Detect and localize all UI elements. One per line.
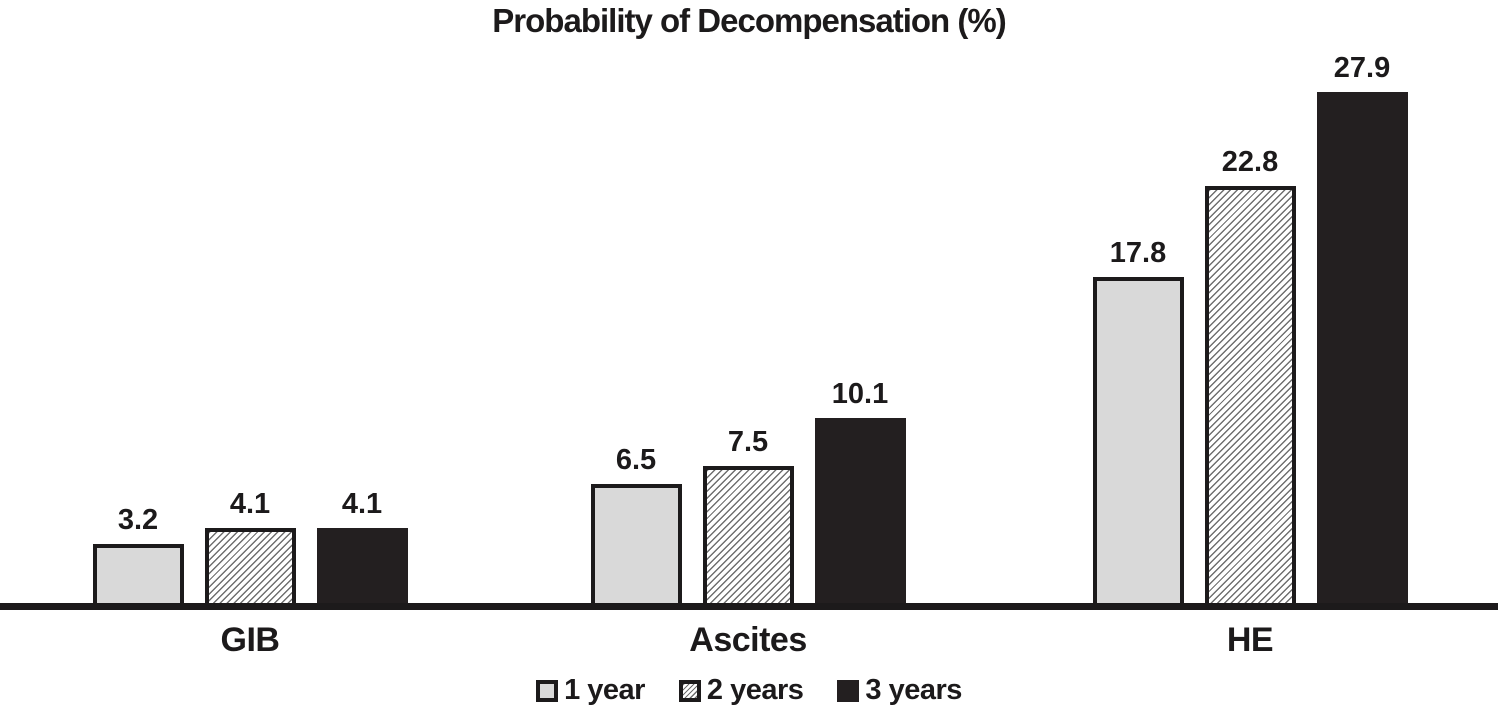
bar-gib-1-year	[92, 544, 184, 603]
value-label-ascites-2-years: 7.5	[727, 426, 769, 458]
legend: 1 year 2 years 3 years	[0, 676, 1498, 705]
legend-label-1-year: 1 year	[564, 674, 645, 706]
chart-title: Probability of Decompensation (%)	[492, 2, 1006, 39]
value-label-gib-1-year: 3.2	[117, 504, 159, 536]
legend-swatch-1-year	[536, 679, 559, 702]
bar-he-3-years	[1316, 92, 1408, 603]
bar-gib-3-years	[316, 528, 408, 603]
value-label-ascites-1-year: 6.5	[615, 444, 657, 476]
bar-he-2-years	[1204, 186, 1296, 603]
category-label-gib: GIB	[220, 621, 280, 659]
legend-item-2-years: 2 years	[678, 674, 804, 706]
bar-gib-2-years	[204, 528, 296, 603]
legend-swatch-3-years	[837, 679, 860, 702]
bar-he-1-year	[1092, 277, 1184, 603]
category-label-ascites: Ascites	[689, 621, 807, 659]
category-label-he: HE	[1226, 621, 1274, 659]
legend-item-1-year: 1 year	[536, 676, 645, 705]
value-label-he-2-years: 22.8	[1221, 146, 1279, 178]
value-label-gib-3-years: 4.1	[341, 488, 383, 520]
bar-ascites-2-years	[702, 466, 794, 603]
legend-label-3-years: 3 years	[865, 674, 962, 706]
bar-ascites-1-year	[590, 484, 682, 603]
value-label-he-1-year: 17.8	[1109, 237, 1167, 269]
bar-ascites-3-years	[814, 418, 906, 603]
value-label-gib-2-years: 4.1	[229, 488, 271, 520]
legend-item-3-years: 3 years	[837, 676, 962, 705]
legend-swatch-2-years	[678, 679, 701, 702]
legend-label-2-years: 2 years	[706, 674, 804, 706]
value-label-he-3-years: 27.9	[1333, 52, 1391, 84]
value-label-ascites-3-years: 10.1	[831, 378, 889, 410]
x-axis-line	[0, 603, 1498, 610]
